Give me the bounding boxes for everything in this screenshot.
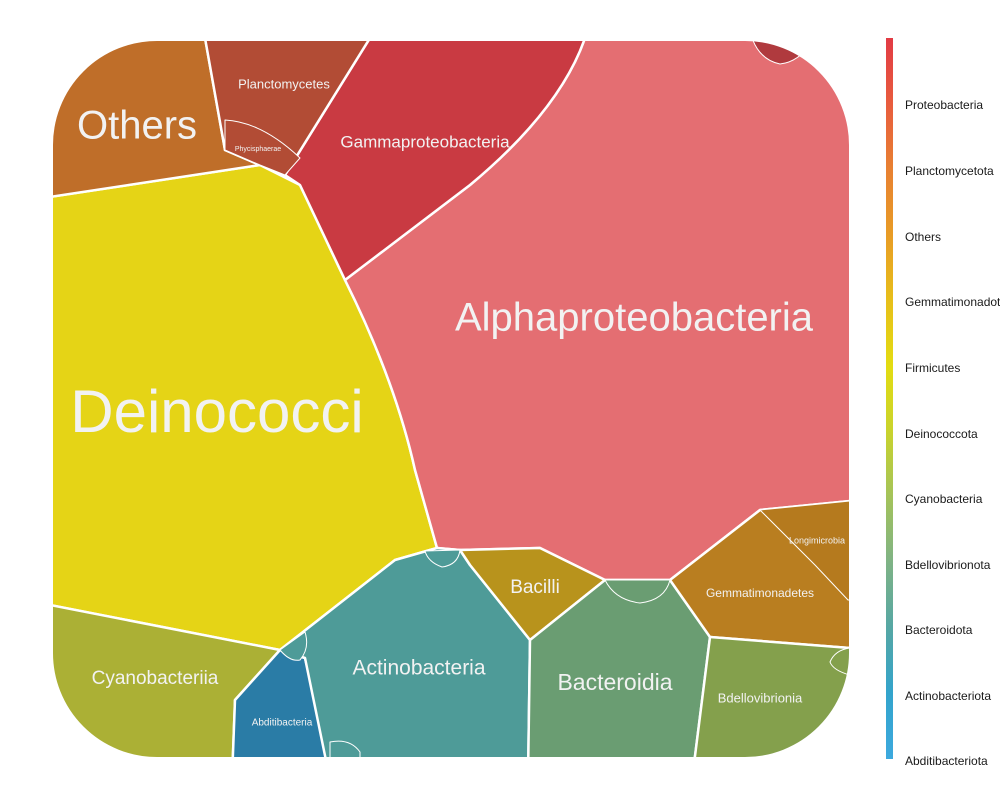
tiny-cell-actino-top [424,549,461,568]
legend-label-deinococcota: Deinococcota [905,427,978,441]
label-abditibacteria: Abditibacteria [252,718,313,729]
legend-label-cyanobacteria: Cyanobacteria [905,492,983,506]
tiny-cell-actino-left [279,631,308,661]
label-gemmatimonadetes: Gemmatimonadetes [706,586,814,600]
label-gammaproteobacteria: Gammaproteobacteria [340,132,510,151]
legend-label-abditibacteriota: Abditibacteriota [905,754,988,768]
label-bdellovibrionia: Bdellovibrionia [718,690,803,705]
legend-color-bar [886,38,893,759]
label-cyanobacteriia: Cyanobacteriia [92,668,219,689]
legend-label-gemmatimonadota: Gemmatimonadota [905,295,1000,309]
legend-label-bacteroidota: Bacteroidota [905,623,973,637]
label-longimicrobia: Longimicrobia [789,535,845,545]
label-planctomycetes: Planctomycetes [238,76,330,91]
label-phycisphaerae: Phycisphaerae [235,146,281,153]
voronoi-treemap: Deinococci Alphaproteobacteria Gammaprot… [51,38,860,759]
legend-label-bdellovibrionota: Bdellovibrionota [905,558,991,572]
legend-label-proteobacteria: Proteobacteria [905,98,984,112]
legend: Proteobacteria Planctomycetota Others Ge… [880,38,1000,768]
legend-label-planctomycetota: Planctomycetota [905,164,994,178]
tiny-cell-abditi-bottom [329,740,361,758]
label-others: Others [77,104,197,148]
label-bacteroidia: Bacteroidia [557,669,672,695]
label-deinococci: Deinococci [70,378,363,445]
legend-label-firmicutes: Firmicutes [905,361,961,375]
tiny-cell-bacteroidia-top [604,579,671,604]
label-bacilli: Bacilli [510,577,560,598]
cell-longimicrobia[interactable] [759,497,860,601]
cell-phycisphaerae[interactable] [224,119,301,176]
label-alphaproteobacteria: Alphaproteobacteria [455,296,814,340]
tiny-cell-bdello-right [829,647,850,681]
cell-gammaproteobacteria[interactable] [283,38,587,282]
legend-label-actinobacteriota: Actinobacteriota [905,689,992,703]
frame-border [51,39,851,759]
label-actinobacteria: Actinobacteria [352,657,485,680]
legend-label-others: Others [905,230,942,244]
cell-labels: Deinococci Alphaproteobacteria Gammaprot… [70,76,845,728]
